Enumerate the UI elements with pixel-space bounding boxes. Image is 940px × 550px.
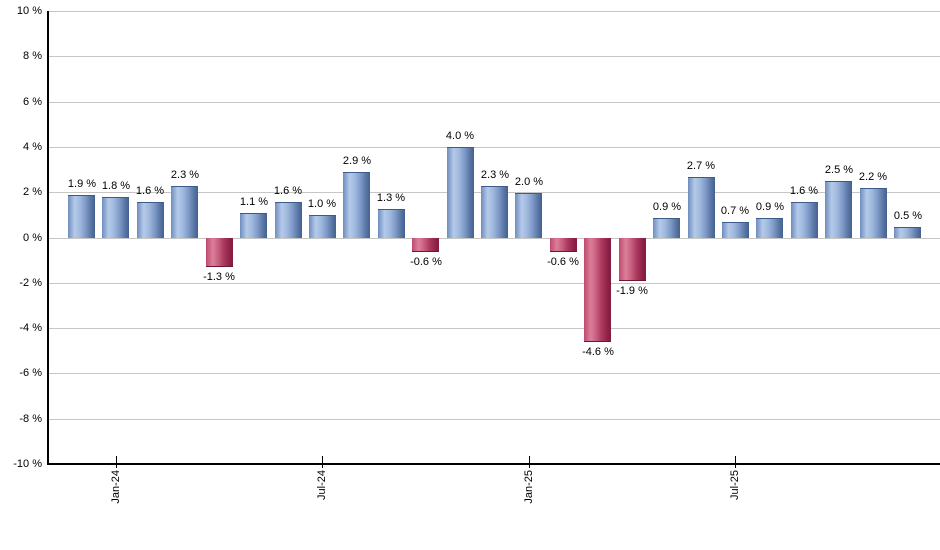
bar-value-label: 2.3 % bbox=[480, 169, 510, 181]
bar bbox=[584, 238, 611, 342]
y-axis-tick-label: 2 % bbox=[23, 186, 42, 198]
bar-value-label: 1.1 % bbox=[239, 196, 269, 208]
bar bbox=[171, 186, 198, 238]
bar-value-label: 1.6 % bbox=[789, 185, 819, 197]
bar-value-label: 1.9 % bbox=[67, 178, 97, 190]
x-axis-line bbox=[48, 463, 940, 465]
gridline bbox=[48, 102, 940, 103]
x-axis-tick bbox=[116, 456, 117, 468]
bar-value-label: 0.7 % bbox=[720, 205, 750, 217]
bar bbox=[240, 213, 267, 238]
gridline bbox=[48, 147, 940, 148]
gridline bbox=[48, 11, 940, 12]
x-axis-tick bbox=[735, 456, 736, 468]
bar bbox=[791, 202, 818, 238]
bar-value-label: 4.0 % bbox=[445, 130, 475, 142]
bar-value-label: 0.5 % bbox=[893, 210, 923, 222]
bar-value-label: 2.9 % bbox=[342, 155, 372, 167]
bar bbox=[515, 193, 542, 238]
x-axis-tick-label: Jan-24 bbox=[110, 470, 122, 504]
bar bbox=[137, 202, 164, 238]
bar bbox=[378, 209, 405, 238]
gridline bbox=[48, 238, 940, 239]
bar bbox=[550, 238, 577, 252]
bar-value-label: 0.9 % bbox=[652, 201, 682, 213]
bar bbox=[653, 218, 680, 238]
bar bbox=[894, 227, 921, 238]
gridline bbox=[48, 373, 940, 374]
bar bbox=[447, 147, 474, 238]
bar-value-label: 2.0 % bbox=[514, 176, 544, 188]
y-axis-tick-label: 6 % bbox=[23, 96, 42, 108]
bar bbox=[688, 177, 715, 238]
x-axis-tick-label: Jul-25 bbox=[729, 470, 741, 500]
bar bbox=[722, 222, 749, 238]
bar bbox=[343, 172, 370, 238]
bar bbox=[412, 238, 439, 252]
y-axis-tick-label: 4 % bbox=[23, 141, 42, 153]
bar-value-label: 1.6 % bbox=[135, 185, 165, 197]
y-axis-tick-label: 0 % bbox=[23, 232, 42, 244]
gridline bbox=[48, 419, 940, 420]
bar-value-label: 2.7 % bbox=[686, 160, 716, 172]
y-axis-tick-label: -10 % bbox=[13, 458, 42, 470]
gridline bbox=[48, 56, 940, 57]
bar bbox=[860, 188, 887, 238]
y-axis-tick-label: -2 % bbox=[19, 277, 42, 289]
y-axis-tick-label: -4 % bbox=[19, 322, 42, 334]
y-axis-line bbox=[47, 11, 49, 465]
bar-value-label: -4.6 % bbox=[582, 346, 614, 358]
bar-value-label: -0.6 % bbox=[410, 256, 442, 268]
bar-value-label: 0.9 % bbox=[755, 201, 785, 213]
bar-value-label: -0.6 % bbox=[547, 256, 579, 268]
bar bbox=[68, 195, 95, 238]
bar-value-label: 1.6 % bbox=[273, 185, 303, 197]
x-axis-tick bbox=[529, 456, 530, 468]
gridline bbox=[48, 283, 940, 284]
bar-value-label: 1.3 % bbox=[376, 192, 406, 204]
bar bbox=[825, 181, 852, 238]
y-axis-tick-label: -6 % bbox=[19, 367, 42, 379]
bar bbox=[481, 186, 508, 238]
bar bbox=[309, 215, 336, 238]
bar bbox=[756, 218, 783, 238]
bar-value-label: 2.3 % bbox=[170, 169, 200, 181]
bar-value-label: 1.0 % bbox=[307, 198, 337, 210]
x-axis-tick bbox=[322, 456, 323, 468]
y-axis-tick-label: 8 % bbox=[23, 50, 42, 62]
bar bbox=[206, 238, 233, 267]
x-axis-tick-label: Jul-24 bbox=[316, 470, 328, 500]
bar-value-label: 2.2 % bbox=[858, 171, 888, 183]
bar bbox=[275, 202, 302, 238]
bar-value-label: 1.8 % bbox=[101, 180, 131, 192]
bar-value-label: -1.9 % bbox=[616, 285, 648, 297]
gridline bbox=[48, 328, 940, 329]
bar bbox=[102, 197, 129, 238]
bar-value-label: 2.5 % bbox=[824, 164, 854, 176]
bar-value-label: -1.3 % bbox=[203, 271, 235, 283]
x-axis-tick-label: Jan-25 bbox=[523, 470, 535, 504]
y-axis-tick-label: -8 % bbox=[19, 413, 42, 425]
y-axis-tick-label: 10 % bbox=[16, 5, 42, 17]
bar bbox=[619, 238, 646, 281]
